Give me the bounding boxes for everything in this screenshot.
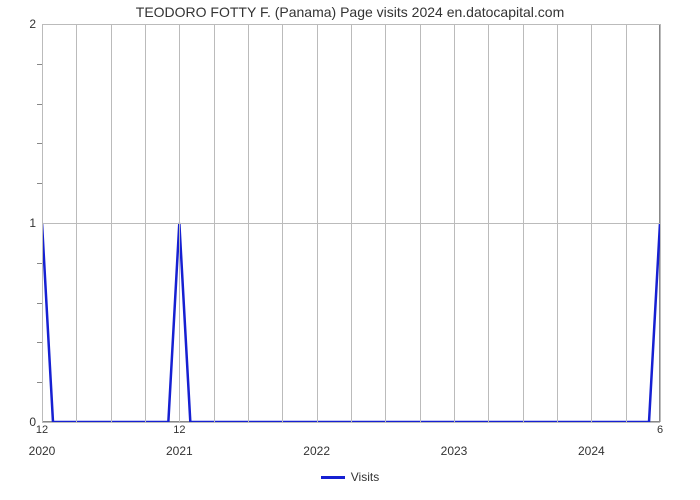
visits-chart: TEODORO FOTTY F. (Panama) Page visits 20… bbox=[0, 0, 700, 500]
y-tick-minor bbox=[37, 104, 42, 105]
y-tick-minor bbox=[37, 183, 42, 184]
y-tick-minor bbox=[37, 64, 42, 65]
x-grid-minor bbox=[660, 24, 661, 422]
x-tick-label: 2020 bbox=[29, 440, 56, 458]
y-tick-label: 2 bbox=[29, 17, 42, 31]
y-tick-label: 1 bbox=[29, 216, 42, 230]
y-tick-minor bbox=[37, 143, 42, 144]
y-tick-minor bbox=[37, 382, 42, 383]
series-value-label: 6 bbox=[657, 424, 663, 436]
y-grid-major bbox=[42, 24, 660, 25]
y-tick-minor bbox=[37, 303, 42, 304]
y-tick-minor bbox=[37, 342, 42, 343]
y-grid-major bbox=[42, 422, 660, 423]
x-tick-label: 2022 bbox=[303, 440, 330, 458]
x-tick-label: 2021 bbox=[166, 440, 193, 458]
x-tick-label: 2024 bbox=[578, 440, 605, 458]
series-value-label: 12 bbox=[36, 424, 48, 436]
plot-area: 2020202120222023202401212126 bbox=[42, 24, 660, 422]
legend-swatch bbox=[321, 476, 345, 479]
legend-label: Visits bbox=[351, 470, 379, 484]
legend: Visits bbox=[0, 470, 700, 484]
series-value-label: 12 bbox=[173, 424, 185, 436]
y-grid-major bbox=[42, 223, 660, 224]
y-tick-minor bbox=[37, 263, 42, 264]
x-tick-label: 2023 bbox=[441, 440, 468, 458]
chart-title: TEODORO FOTTY F. (Panama) Page visits 20… bbox=[0, 4, 700, 20]
